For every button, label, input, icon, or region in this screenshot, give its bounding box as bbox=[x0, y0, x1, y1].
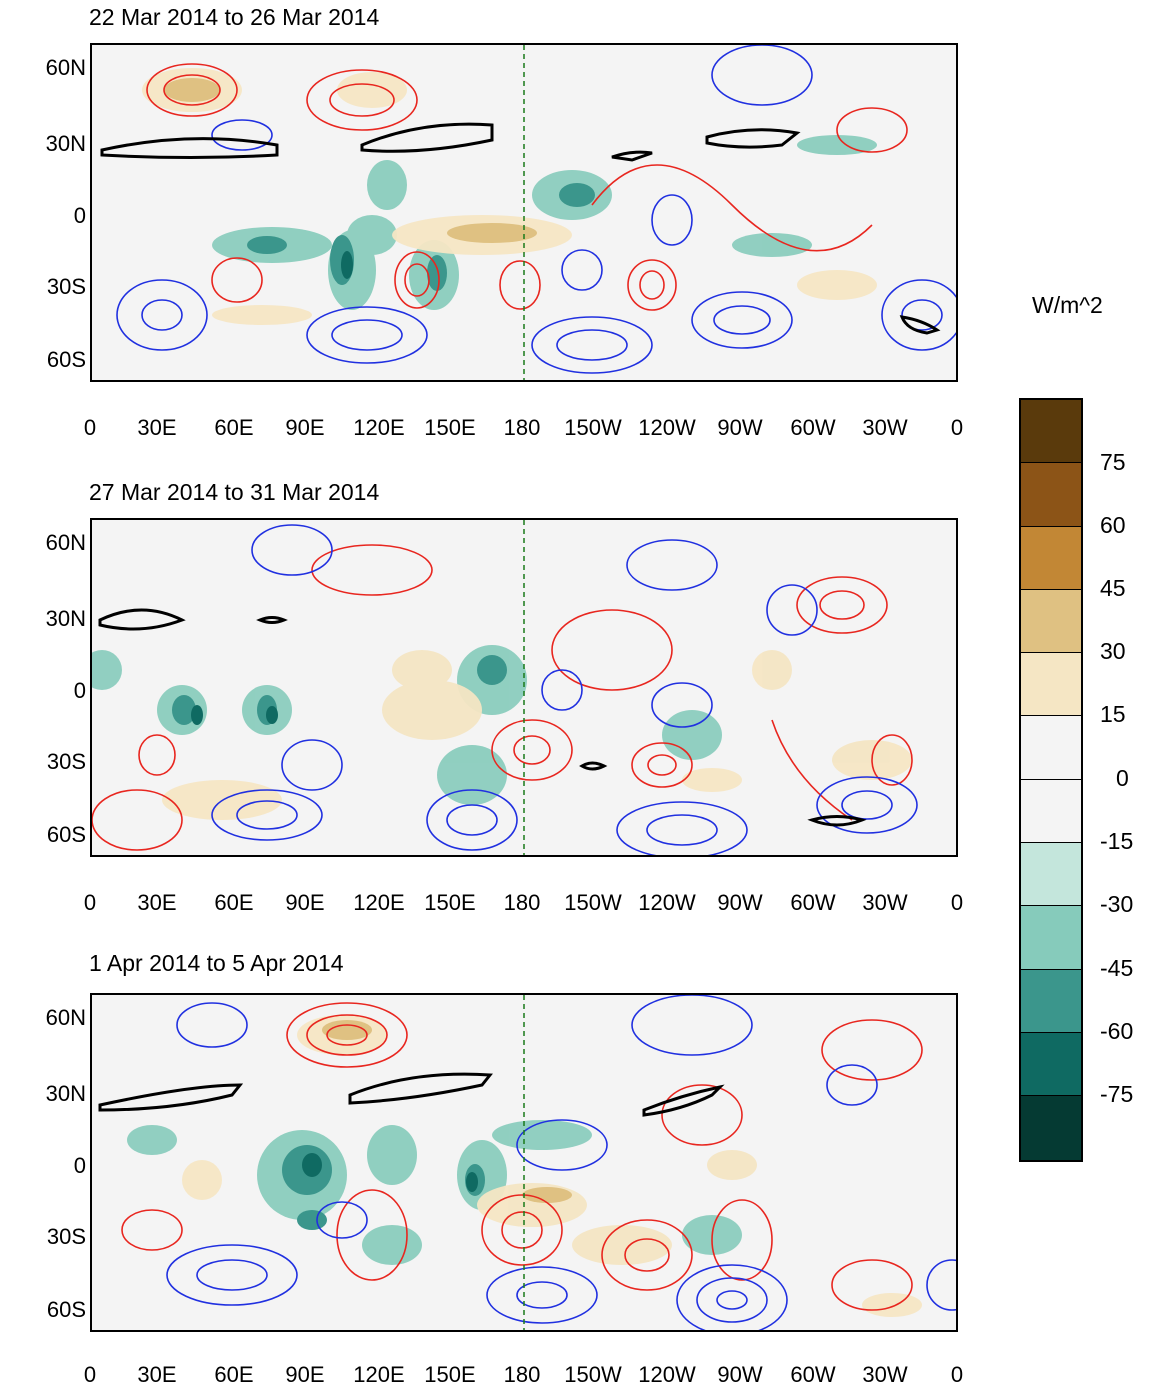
lon-label: 150W bbox=[564, 1362, 622, 1387]
lat-label: 60S bbox=[46, 822, 86, 847]
lon-label: 150E bbox=[424, 415, 476, 440]
lat-label: 0 bbox=[73, 203, 86, 228]
lon-label: 60E bbox=[214, 1362, 254, 1387]
colorbar-swatch bbox=[1021, 653, 1081, 717]
lat-label: 30S bbox=[46, 274, 86, 299]
colorbar-label: -15 bbox=[1100, 828, 1134, 854]
colorbar-label: -30 bbox=[1100, 891, 1134, 917]
lon-label: 120E bbox=[353, 1362, 405, 1387]
panel-title: 1 Apr 2014 to 5 Apr 2014 bbox=[89, 950, 344, 976]
lon-label: 30W bbox=[862, 1362, 908, 1387]
lon-label: 120W bbox=[638, 890, 696, 915]
map-panel-1 bbox=[90, 43, 958, 382]
olr-anomaly-map bbox=[92, 520, 918, 855]
colorbar-swatch bbox=[1021, 1096, 1081, 1160]
colorbar-swatch bbox=[1021, 589, 1081, 654]
lon-label: 0 bbox=[950, 1362, 964, 1387]
colorbar-title: W/m^2 bbox=[1032, 292, 1103, 318]
colorbar-swatch bbox=[1021, 779, 1081, 844]
lon-label: 120W bbox=[638, 415, 696, 440]
lat-label: 30S bbox=[46, 1224, 86, 1249]
panel-title: 22 Mar 2014 to 26 Mar 2014 bbox=[89, 4, 380, 30]
lon-label: 90W bbox=[717, 1362, 763, 1387]
lat-label: 60N bbox=[45, 1005, 86, 1030]
lat-label: 30N bbox=[45, 131, 86, 156]
colorbar-label: -45 bbox=[1100, 955, 1134, 981]
lon-label: 0 bbox=[950, 890, 964, 915]
map-panel-3 bbox=[90, 993, 958, 1332]
map-panel-2 bbox=[90, 518, 958, 857]
colorbar-swatch bbox=[1021, 526, 1081, 590]
lat-label: 30N bbox=[45, 606, 86, 631]
lon-label: 90E bbox=[285, 1362, 325, 1387]
lon-label: 30E bbox=[137, 1362, 177, 1387]
lon-label: 150E bbox=[424, 890, 476, 915]
lon-label: 120E bbox=[353, 415, 405, 440]
lon-label: 180 bbox=[503, 890, 541, 915]
olr-anomaly-map bbox=[98, 995, 956, 1330]
lon-label: 0 bbox=[83, 415, 97, 440]
lon-label: 60E bbox=[214, 415, 254, 440]
lon-label: 120W bbox=[638, 1362, 696, 1387]
colorbar-label: -60 bbox=[1100, 1018, 1134, 1044]
colorbar-label: 75 bbox=[1100, 449, 1126, 475]
lon-label: 30E bbox=[137, 890, 177, 915]
lon-label: 30W bbox=[862, 415, 908, 440]
colorbar-swatch bbox=[1021, 843, 1081, 907]
lat-label: 60S bbox=[46, 1297, 86, 1322]
lon-label: 0 bbox=[83, 890, 97, 915]
colorbar-swatch bbox=[1021, 716, 1081, 780]
colorbar-swatch bbox=[1021, 969, 1081, 1033]
lon-label: 60W bbox=[790, 1362, 836, 1387]
olr-anomaly-map bbox=[100, 45, 956, 380]
colorbar-swatch bbox=[1021, 400, 1081, 464]
lon-label: 0 bbox=[950, 415, 964, 440]
colorbar-swatch bbox=[1021, 1032, 1081, 1097]
colorbar-label: 15 bbox=[1100, 701, 1126, 727]
colorbar-label: 30 bbox=[1100, 638, 1126, 664]
colorbar-label: 45 bbox=[1100, 575, 1126, 601]
lat-label: 30S bbox=[46, 749, 86, 774]
lon-label: 180 bbox=[503, 1362, 541, 1387]
lon-label: 60W bbox=[790, 415, 836, 440]
colorbar-label: -75 bbox=[1100, 1081, 1134, 1107]
lon-label: 90W bbox=[717, 415, 763, 440]
lon-label: 30W bbox=[862, 890, 908, 915]
lon-label: 0 bbox=[83, 1362, 97, 1387]
lon-label: 150W bbox=[564, 415, 622, 440]
colorbar-label: 60 bbox=[1100, 512, 1126, 538]
colorbar-swatch bbox=[1021, 906, 1081, 970]
colorbar-label: 0 bbox=[1116, 765, 1129, 791]
lon-label: 90E bbox=[285, 415, 325, 440]
lon-label: 180 bbox=[503, 415, 541, 440]
lon-label: 60E bbox=[214, 890, 254, 915]
lat-label: 30N bbox=[45, 1081, 86, 1106]
lon-label: 150E bbox=[424, 1362, 476, 1387]
lon-label: 30E bbox=[137, 415, 177, 440]
colorbar bbox=[1019, 398, 1083, 1162]
colorbar-swatch bbox=[1021, 463, 1081, 527]
lon-label: 60W bbox=[790, 890, 836, 915]
lat-label: 60N bbox=[45, 530, 86, 555]
lat-label: 60N bbox=[45, 55, 86, 80]
lon-label: 120E bbox=[353, 890, 405, 915]
lat-label: 0 bbox=[73, 678, 86, 703]
lat-label: 60S bbox=[46, 347, 86, 372]
panel-title: 27 Mar 2014 to 31 Mar 2014 bbox=[89, 479, 380, 505]
lon-label: 90W bbox=[717, 890, 763, 915]
lon-label: 150W bbox=[564, 890, 622, 915]
lon-label: 90E bbox=[285, 890, 325, 915]
lat-label: 0 bbox=[73, 1153, 86, 1178]
